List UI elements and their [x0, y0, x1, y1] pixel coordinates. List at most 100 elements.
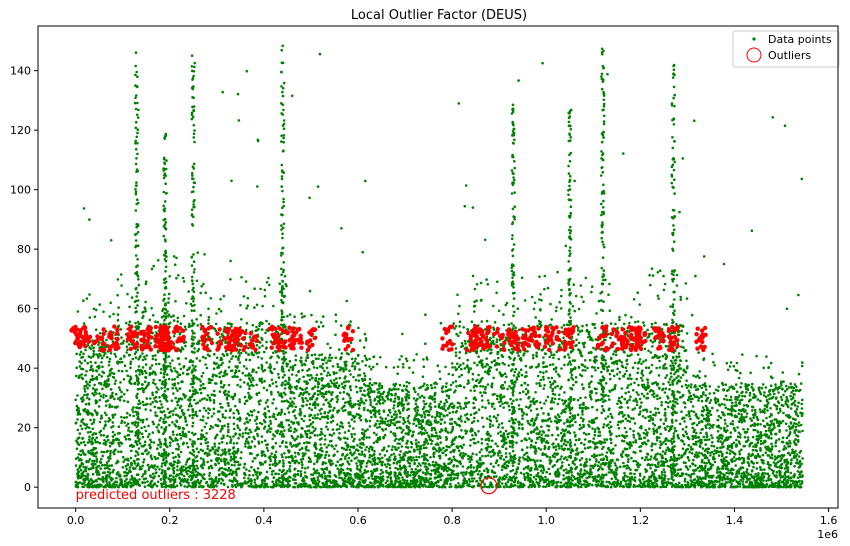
data-point: [627, 384, 630, 387]
data-point: [288, 464, 292, 468]
data-point: [186, 372, 190, 376]
data-point: [435, 449, 439, 453]
data-point: [201, 382, 205, 386]
data-point: [624, 313, 627, 317]
data-point: [742, 404, 746, 407]
data-point: [221, 90, 224, 94]
data-point: [566, 440, 569, 444]
data-point: [700, 428, 703, 431]
data-point: [377, 476, 380, 480]
data-point: [719, 416, 723, 420]
data-point: [800, 402, 803, 406]
data-point: [378, 382, 382, 385]
data-point: [645, 442, 648, 446]
data-point: [764, 472, 767, 475]
data-point: [636, 291, 639, 295]
data-point: [228, 360, 231, 363]
data-point: [424, 402, 428, 406]
data-point: [463, 367, 467, 370]
data-point: [582, 403, 585, 407]
data-point: [729, 361, 733, 364]
data-point: [182, 366, 185, 369]
data-point: [259, 287, 262, 291]
data-point: [539, 448, 543, 451]
data-point: [408, 366, 411, 370]
data-point: [431, 398, 435, 401]
data-point: [650, 267, 654, 271]
data-point: [336, 386, 340, 390]
data-point: [186, 458, 189, 462]
data-point: [288, 359, 292, 363]
data-point: [174, 387, 178, 390]
data-point: [676, 333, 680, 337]
data-point: [343, 436, 346, 440]
data-point: [219, 297, 222, 301]
data-point: [101, 370, 104, 374]
data-point: [75, 404, 79, 408]
data-point: [472, 397, 476, 400]
data-point: [297, 423, 301, 426]
data-point: [148, 318, 152, 322]
data-point: [489, 462, 493, 466]
data-point: [665, 366, 668, 370]
data-point: [525, 438, 528, 442]
data-point: [542, 466, 545, 470]
data-point: [616, 367, 619, 371]
data-point: [554, 309, 558, 313]
data-point: [549, 386, 552, 389]
data-point: [169, 480, 172, 483]
data-point: [611, 388, 615, 392]
data-point: [103, 471, 107, 474]
data-point: [149, 402, 152, 406]
data-point: [451, 427, 455, 431]
data-point: [407, 414, 411, 418]
data-point: [252, 435, 255, 439]
data-point: [641, 415, 645, 418]
data-point: [308, 378, 312, 382]
data-point: [239, 303, 242, 307]
data-point: [260, 367, 264, 371]
data-point: [311, 387, 314, 391]
data-point: [459, 363, 462, 367]
data-point: [663, 407, 667, 411]
data-point: [684, 465, 688, 468]
data-point: [164, 456, 168, 460]
data-point: [402, 428, 405, 432]
data-point: [273, 367, 276, 371]
data-point: [392, 461, 396, 465]
data-point: [704, 443, 707, 446]
data-point: [549, 302, 552, 306]
data-point: [255, 383, 258, 387]
data-point: [583, 365, 587, 368]
data-point: [85, 380, 88, 384]
data-point: [543, 402, 546, 405]
data-point: [725, 471, 728, 475]
data-point: [213, 352, 216, 356]
data-point: [539, 293, 542, 296]
data-point: [769, 412, 773, 416]
data-point: [549, 344, 552, 348]
data-point: [369, 367, 373, 371]
data-point: [635, 468, 639, 472]
data-point: [175, 433, 179, 437]
data-point: [784, 447, 788, 450]
data-point: [313, 353, 317, 356]
data-point: [88, 380, 92, 384]
data-point: [233, 464, 236, 467]
data-point: [109, 394, 113, 398]
data-point: [608, 282, 611, 286]
data-point: [421, 471, 425, 474]
data-point: [250, 479, 253, 483]
data-point: [659, 464, 662, 467]
data-point: [195, 318, 198, 321]
data-point: [367, 450, 371, 453]
data-point: [378, 409, 381, 412]
data-point: [572, 383, 575, 387]
data-point: [693, 481, 696, 485]
data-point: [152, 441, 156, 444]
data-point: [277, 372, 280, 376]
data-point: [237, 351, 240, 355]
data-point: [244, 342, 248, 345]
data-point: [301, 466, 304, 470]
data-point: [285, 441, 288, 444]
